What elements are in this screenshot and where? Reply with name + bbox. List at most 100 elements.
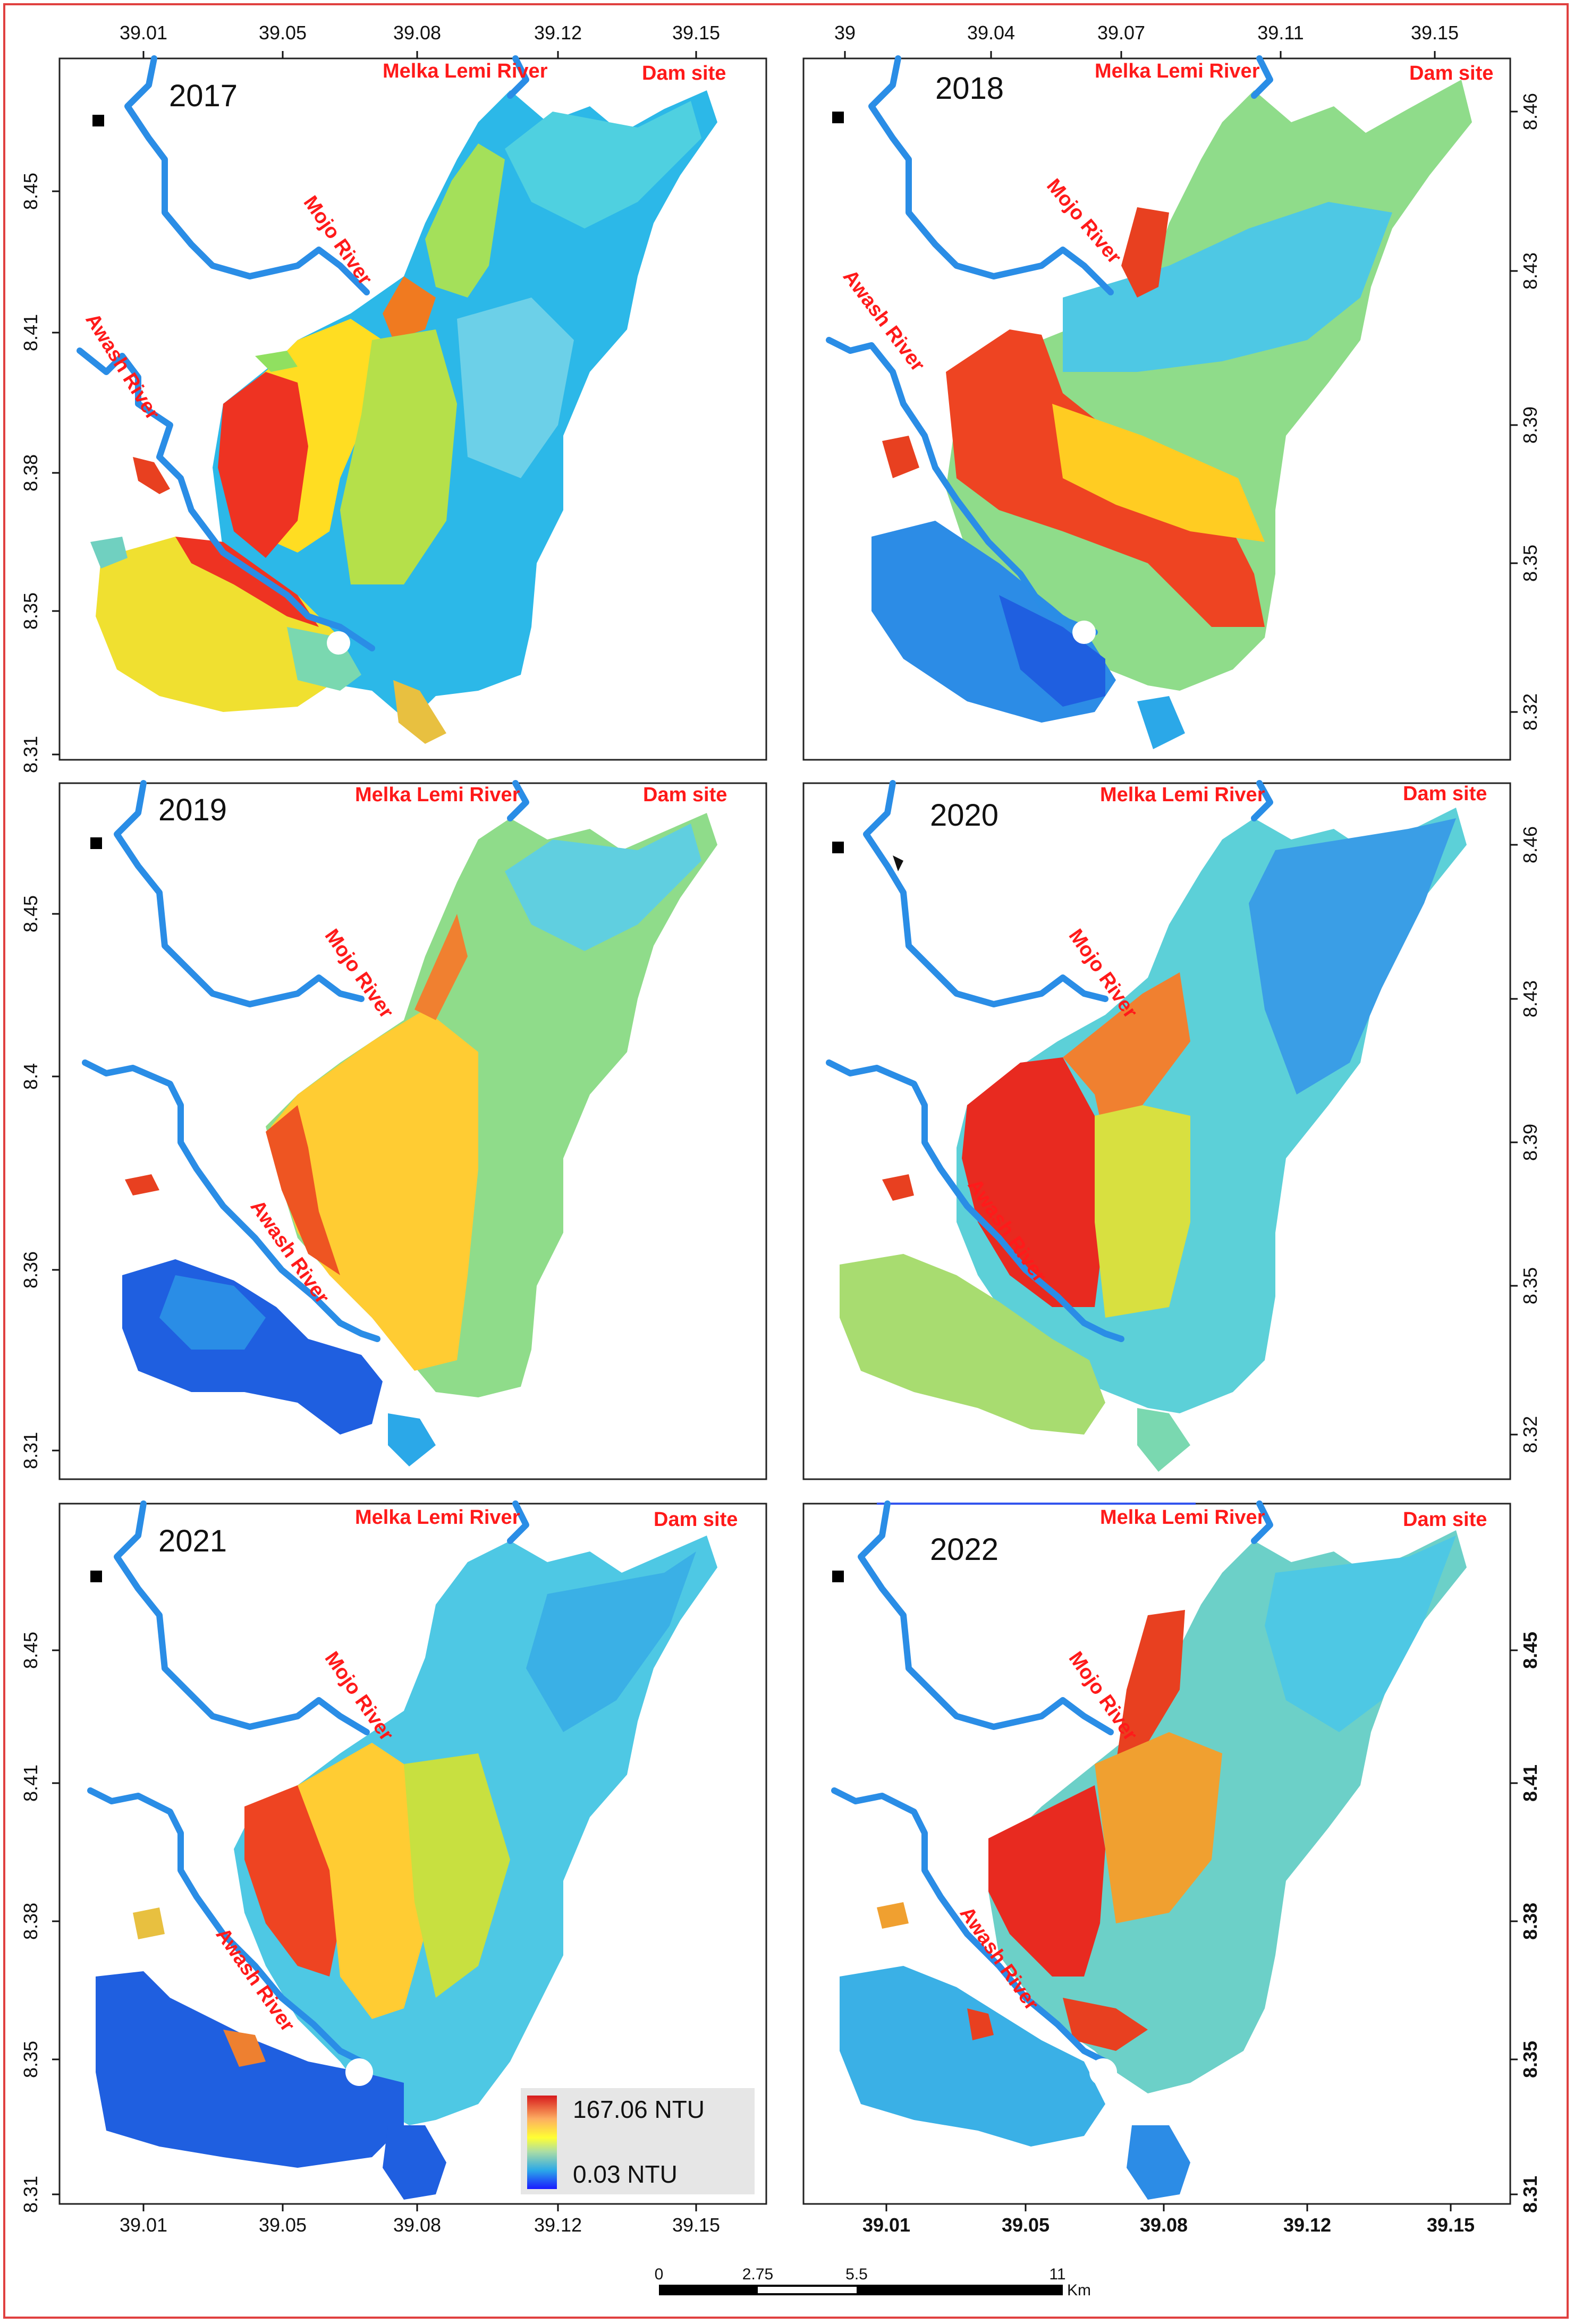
label-dam-site: Dam site [1409,62,1493,84]
map-panel-2017: 39.01 39.05 39.08 39.12 39.15 8.45 8.41 … [20,22,767,773]
y-tick: 8.46 [1519,826,1541,863]
y-ticks-right: 8.46 8.43 8.39 8.35 8.32 [1510,826,1541,1453]
river-network [826,780,1273,1342]
x-tick: 39.01 [120,22,167,44]
reservoir-turbidity-raster [122,813,717,1466]
label-melka-lemi-river: Melka Lemi River [1100,1506,1265,1529]
y-tick: 8.46 [1519,93,1541,130]
x-tick: 39.08 [1140,2214,1188,2236]
x-tick: 39.15 [672,2214,720,2236]
y-tick: 8.35 [1519,1267,1541,1304]
y-tick: 8.35 [1519,545,1541,582]
y-tick: 8.38 [20,1903,41,1940]
x-ticks-bottom: 39.01 39.05 39.08 39.12 39.15 [862,2204,1475,2236]
y-ticks-right: 8.46 8.43 8.39 8.35 8.32 [1510,93,1541,731]
scale-tick: 2.75 [742,2266,773,2283]
scale-bar-frame [659,2285,1063,2295]
x-tick: 39.12 [1283,2214,1331,2236]
x-tick: 39.05 [259,2214,307,2236]
turbidity-legend: 167.06 NTU 0.03 NTU [521,2088,755,2194]
reservoir-turbidity-raster [840,808,1467,1472]
x-tick: 39.15 [1427,2214,1475,2236]
scale-tick: 5.5 [845,2266,868,2283]
x-tick: 39.11 [1257,22,1304,44]
y-tick: 8.36 [20,1251,41,1288]
y-tick: 8.31 [20,736,41,773]
y-tick: 8.35 [1519,2041,1541,2078]
y-tick: 8.35 [20,2041,41,2078]
label-dam-site: Dam site [643,784,727,806]
river-network [831,1500,1273,2065]
panel-year: 2021 [158,1524,227,1558]
x-ticks-bottom: 39.01 39.05 39.08 39.12 39.15 [120,2204,720,2236]
legend-background [521,2088,755,2194]
map-panel-2021: 8.45 8.41 8.38 8.35 8.31 39.01 39.05 39.… [20,1500,767,2236]
figure-frame [3,3,1569,2319]
y-tick: 8.31 [20,1432,41,1469]
scale-bar: 0 2.75 5.5 11 Km [655,2266,1091,2299]
y-ticks-left: 8.45 8.41 8.38 8.35 8.31 [20,173,60,773]
legend-color-ramp [527,2096,557,2189]
y-tick: 8.45 [20,1632,41,1669]
scale-tick: 11 [1049,2266,1065,2283]
label-melka-lemi-river: Melka Lemi River [1100,784,1265,806]
y-tick: 8.31 [1519,2176,1541,2213]
label-dam-site: Dam site [654,1508,738,1531]
x-tick: 39.07 [1097,22,1145,44]
panel-year: 2018 [935,71,1004,106]
x-tick: 39.12 [534,22,582,44]
y-tick: 8.43 [1519,980,1541,1017]
label-melka-lemi-river: Melka Lemi River [355,784,520,806]
x-tick: 39.08 [393,2214,441,2236]
panel-year: 2019 [158,793,227,827]
y-tick: 8.45 [20,173,41,210]
y-tick: 8.39 [1519,406,1541,444]
y-tick: 8.38 [20,454,41,491]
reservoir-turbidity-raster [871,80,1472,749]
x-tick: 39.01 [120,2214,167,2236]
north-marker-icon [832,842,844,853]
label-dam-site: Dam site [1403,783,1487,805]
island [345,2058,373,2086]
label-melka-lemi-river: Melka Lemi River [383,60,548,82]
river-network [82,780,529,1342]
y-tick: 8.45 [20,895,41,932]
y-tick: 8.38 [1519,1903,1541,1940]
y-tick: 8.41 [1519,1765,1541,1802]
map-panel-2022: 8.45 8.41 8.38 8.35 8.31 39.01 39.05 39.… [802,1500,1541,2236]
scale-unit: Km [1067,2281,1091,2299]
map-panel-2020: 8.46 8.43 8.39 8.35 8.32 2020 Melka Lemi… [802,780,1541,1480]
y-tick: 8.41 [20,1765,41,1802]
x-ticks-top: 39 39.04 39.07 39.11 39.15 [834,22,1459,58]
river-network [87,1500,529,2065]
label-dam-site: Dam site [642,62,726,84]
river-network [826,55,1273,635]
y-tick: 8.32 [1519,1416,1541,1453]
x-tick: 39.01 [862,2214,910,2236]
north-marker-icon [92,115,104,126]
panel-year: 2022 [930,1532,998,1567]
y-ticks-left: 8.45 8.41 8.38 8.35 8.31 [20,1632,60,2213]
y-ticks-right: 8.45 8.41 8.38 8.35 8.31 [1510,1632,1541,2213]
island [1072,621,1096,644]
y-tick: 8.43 [1519,252,1541,290]
map-panel-2018: 39 39.04 39.07 39.11 39.15 8.46 8.43 8.3… [802,22,1541,761]
y-tick: 8.45 [1519,1632,1541,1669]
river-network [77,55,529,651]
north-marker-icon [90,1571,102,1582]
reservoir-turbidity-raster [96,1536,717,2200]
x-tick: 39.15 [1411,22,1459,44]
y-tick: 8.41 [20,314,41,351]
x-tick: 39.08 [393,22,441,44]
north-marker-icon [90,837,102,849]
label-melka-lemi-river: Melka Lemi River [355,1506,520,1529]
legend-max-label: 167.06 NTU [573,2096,705,2123]
y-tick: 8.39 [1519,1124,1541,1161]
x-tick: 39.04 [967,22,1015,44]
island [1089,2058,1117,2086]
x-ticks-top: 39.01 39.05 39.08 39.12 39.15 [120,22,720,58]
reservoir-turbidity-raster [840,1530,1467,2200]
y-tick: 8.32 [1519,693,1541,731]
panel-year: 2017 [169,79,238,113]
scale-bar-segment [758,2287,857,2293]
